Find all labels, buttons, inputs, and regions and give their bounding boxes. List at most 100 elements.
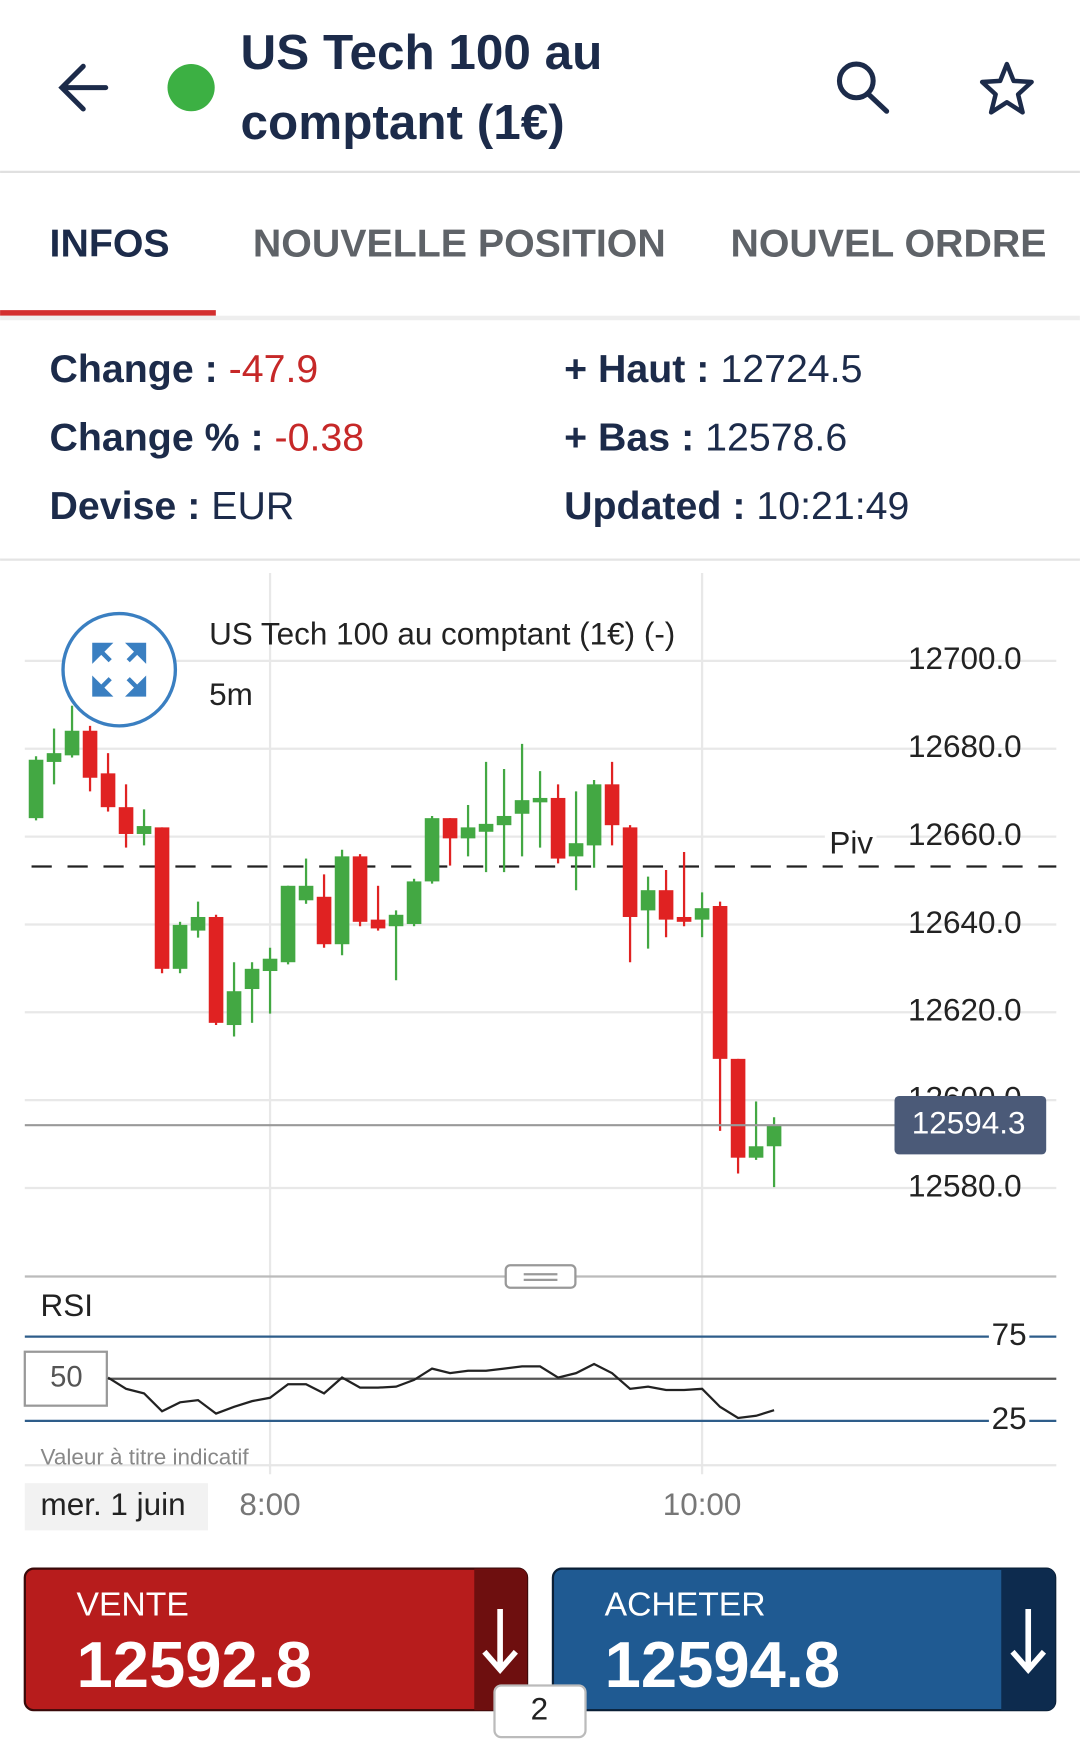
x-tick-label: 10:00: [663, 1487, 742, 1522]
candle-body: [622, 827, 638, 917]
expand-button[interactable]: [61, 611, 178, 728]
sell-button[interactable]: VENTE 12592.8: [23, 1567, 529, 1712]
candle-body: [658, 890, 674, 920]
rsi-tick-bg: [988, 1405, 1030, 1437]
candle-body: [208, 916, 224, 1023]
stat: Change % : -0.38: [50, 416, 365, 460]
panel-handle: [504, 1264, 577, 1289]
candle-body: [154, 827, 170, 969]
date-box: [24, 1483, 208, 1531]
y-tick-label: 12620.0: [908, 993, 1022, 1028]
y-tick-label: 12700.0: [908, 641, 1022, 676]
candle-body: [190, 916, 206, 931]
rsi-line: [107, 1362, 775, 1420]
candle-body: [298, 885, 314, 901]
y-tick-label: 12680.0: [908, 729, 1022, 764]
candle-body: [406, 881, 422, 925]
candle-body: [730, 1058, 746, 1158]
tab-shadow: [0, 315, 1080, 321]
rsi-mid-label: 50: [50, 1361, 82, 1393]
last-price-tag: [894, 1095, 1047, 1155]
pivot-label-bg: [824, 826, 877, 860]
candle-body: [334, 856, 350, 945]
stat-label: + Bas :: [564, 416, 694, 460]
stat: Devise : EUR: [50, 484, 295, 528]
chart: 12580.012600.012620.012640.012660.012680…: [23, 573, 1057, 1531]
buy-button[interactable]: ACHETER 12594.8: [551, 1567, 1057, 1712]
stat-label: + Haut :: [564, 347, 709, 391]
candle-body: [424, 818, 440, 882]
candle-body: [496, 815, 512, 826]
candle-body: [712, 906, 728, 1059]
candle-body: [460, 827, 476, 839]
stat: Change : -47.9: [50, 347, 319, 391]
candle-body: [64, 730, 80, 756]
candle-body: [478, 823, 494, 832]
sell-price: 12592.8: [76, 1628, 312, 1701]
candle-body: [694, 908, 710, 920]
title-line: US Tech 100 au: [241, 25, 603, 80]
candle-body: [82, 730, 98, 778]
candle-body: [352, 856, 368, 922]
search-button[interactable]: [836, 61, 890, 114]
candle-body: [118, 807, 134, 834]
rsi-tick-bg: [988, 1320, 1030, 1353]
sell-label: VENTE: [76, 1586, 188, 1624]
rsi-label: RSI: [41, 1288, 93, 1323]
stat-label: Updated :: [564, 484, 745, 528]
candle-body: [28, 759, 44, 819]
stat-label: Change % :: [50, 416, 264, 460]
date-label: mer. 1 juin: [41, 1487, 186, 1522]
candle-body: [532, 797, 548, 803]
stat-value: -47.9: [229, 347, 319, 391]
y-tick-label: 12660.0: [908, 817, 1022, 852]
candle-body: [262, 958, 278, 972]
title-line: comptant (1€): [241, 95, 565, 150]
y-tick-label: 12640.0: [908, 905, 1022, 940]
stat-value: 10:21:49: [756, 484, 909, 528]
candle-body: [514, 800, 530, 814]
last-price-label: 12594.3: [912, 1106, 1026, 1141]
quantity: 2: [531, 1692, 549, 1727]
stat-label: Devise :: [50, 484, 201, 528]
active-tab-indicator: [0, 310, 216, 316]
expand-icon: [92, 642, 147, 697]
buy-label: ACHETER: [605, 1586, 766, 1624]
stats: Change : -47.9 + Haut : 12724.5 Change % :…: [50, 347, 910, 528]
stat: + Bas : 12578.6: [564, 416, 847, 460]
candle-body: [46, 753, 62, 762]
candle-body: [766, 1125, 782, 1147]
candle-body: [568, 843, 584, 857]
buy-price: 12594.8: [605, 1628, 841, 1701]
candle-body: [280, 885, 296, 963]
candle-body: [442, 818, 458, 839]
candle-body: [586, 784, 602, 846]
candle-body: [316, 896, 332, 945]
stat-value: 12578.6: [705, 416, 847, 460]
panel-handle-lines: [523, 1273, 558, 1281]
tab[interactable]: NOUVEL ORDRE: [730, 221, 1046, 265]
candle-body: [388, 914, 404, 927]
candle-body: [676, 916, 692, 922]
stat: Updated : 10:21:49: [564, 484, 909, 528]
pivot-label: Piv: [829, 825, 873, 860]
candle-body: [136, 826, 152, 834]
stat-label: Change :: [50, 347, 218, 391]
candle-body: [100, 773, 116, 808]
back-button[interactable]: [58, 63, 109, 112]
stat-value: -0.38: [275, 416, 365, 460]
chart-note: Valeur à titre indicatif: [41, 1444, 250, 1469]
tab[interactable]: INFOS: [50, 221, 170, 265]
candle-body: [172, 924, 188, 969]
quantity-badge[interactable]: 2: [493, 1684, 587, 1739]
stat-value: 12724.5: [720, 347, 862, 391]
x-tick-label: 8:00: [239, 1487, 300, 1522]
favorite-button[interactable]: [979, 61, 1034, 115]
rsi-tick-label: 25: [992, 1401, 1027, 1436]
tab[interactable]: NOUVELLE POSITION: [253, 221, 666, 265]
expand-circle: [61, 611, 178, 728]
y-tick-label: 12580.0: [908, 1168, 1022, 1203]
candle-body: [550, 797, 566, 859]
